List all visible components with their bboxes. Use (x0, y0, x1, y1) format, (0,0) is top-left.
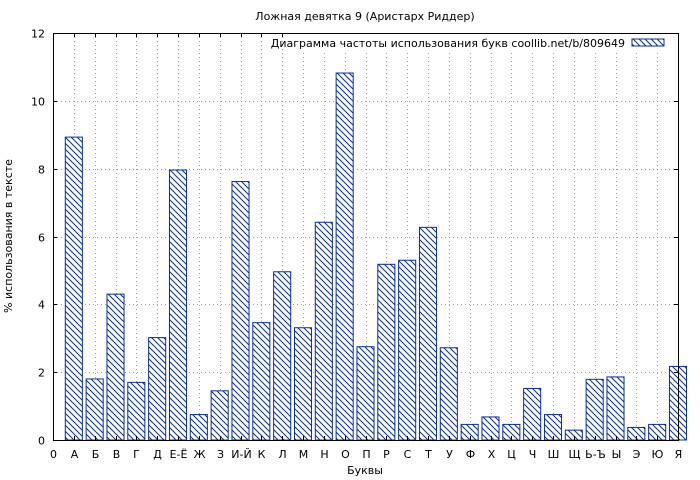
x-tick-label: Ц (507, 448, 516, 461)
x-tick-label: Э (633, 448, 641, 461)
bar-21 (481, 416, 500, 441)
x-tick-label: Ч (529, 448, 537, 461)
y-tick-label: 4 (38, 299, 45, 312)
bar-17 (398, 259, 417, 441)
bar-26 (585, 378, 604, 441)
bar-12 (293, 327, 313, 441)
x-tick-label: Ю (652, 448, 664, 461)
y-tick-label: 10 (31, 96, 45, 109)
y-tick-label: 8 (38, 164, 45, 177)
bar-15 (356, 346, 375, 441)
y-tick-label: 12 (31, 28, 45, 41)
bar-14 (335, 72, 354, 441)
y-axis-label: % использования в тексте (2, 159, 15, 313)
x-tick-label: Б (92, 448, 100, 461)
bar-3 (106, 293, 125, 441)
y-tick-label: 6 (38, 232, 45, 245)
x-tick-label: Щ (568, 448, 580, 461)
x-tick-label: В (113, 448, 121, 461)
x-tick-label: Д (153, 448, 162, 461)
bar-13 (314, 221, 333, 441)
x-axis-ticks: 0 А Б В Г Д Е-Ё Ж З И-Й К Л М Н О П Р С Т У Ф Х Ц Ч Ш Щ Ь-Ъ Ы Э Ю Я (50, 33, 682, 461)
bar-6 (168, 169, 188, 441)
bar-11 (273, 271, 292, 441)
legend-background (283, 34, 673, 50)
bar-5 (148, 337, 167, 441)
x-tick-label: К (258, 448, 266, 461)
x-tick-label: 0 (50, 448, 57, 461)
x-tick-label: Ь-Ъ (585, 448, 606, 461)
x-tick-label: Ш (548, 448, 560, 461)
x-tick-label: Т (424, 448, 432, 461)
x-tick-label: З (217, 448, 224, 461)
x-tick-label: П (362, 448, 370, 461)
bar-19 (439, 347, 458, 441)
bar-8 (210, 390, 229, 441)
x-axis-label: Буквы (347, 464, 383, 477)
bar-16 (377, 263, 396, 441)
bar-20 (460, 423, 479, 441)
x-tick-label: Г (133, 448, 140, 461)
bar-27 (606, 376, 625, 441)
x-tick-label: О (341, 448, 350, 461)
x-tick-label: Н (320, 448, 328, 461)
x-tick-label: М (299, 448, 309, 461)
bar-2 (85, 378, 104, 441)
y-tick-label: 2 (38, 367, 45, 380)
x-tick-label: Я (675, 448, 683, 461)
bar-25 (564, 429, 583, 441)
bar-9 (231, 181, 250, 441)
x-tick-label: С (404, 448, 412, 461)
legend-swatch (631, 38, 665, 47)
bar-1 (64, 136, 83, 441)
y-axis-ticks: 0 2 4 6 8 10 12 (31, 28, 678, 448)
chart-title: Ложная девятка 9 (Аристарх Риддер) (255, 10, 474, 23)
x-tick-label: Р (383, 448, 390, 461)
x-tick-label: У (446, 448, 453, 461)
x-tick-label: И-Й (231, 448, 251, 461)
x-tick-label: Л (278, 448, 286, 461)
bar-7 (189, 414, 208, 441)
bar-4 (127, 381, 146, 441)
x-tick-label: Ж (194, 448, 206, 461)
bar-18 (418, 226, 438, 441)
legend: Диаграмма частоты использования букв coo… (271, 34, 673, 50)
bar-10 (252, 322, 271, 441)
x-tick-label: А (71, 448, 79, 461)
x-tick-label: Ф (466, 448, 475, 461)
x-tick-label: Х (488, 448, 496, 461)
legend-label: Диаграмма частоты использования букв coo… (271, 37, 625, 50)
y-tick-label: 0 (38, 435, 45, 448)
x-tick-label: Е-Ё (170, 448, 188, 461)
x-tick-label: Ы (612, 448, 622, 461)
bar-23 (523, 387, 542, 441)
